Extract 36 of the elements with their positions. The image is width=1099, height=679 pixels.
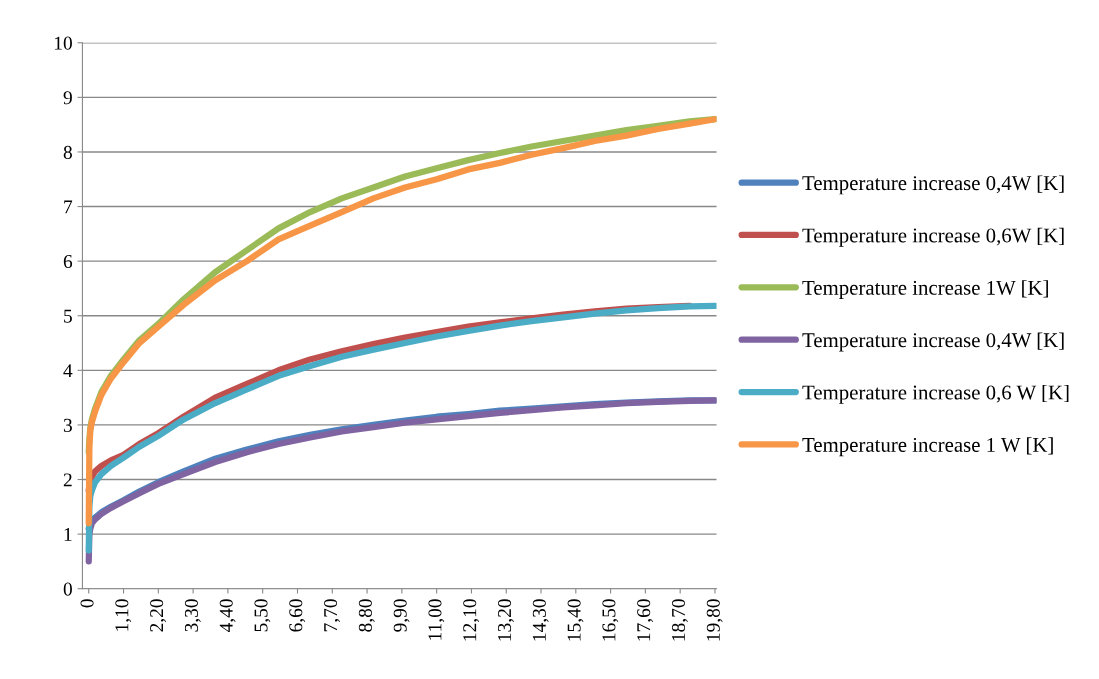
x-tick-label: 14,30 — [532, 599, 549, 641]
legend-label: Temperature increase 0,6W [K] — [802, 227, 1064, 247]
x-tick-label: 6,60 — [289, 599, 306, 632]
x-tick-label: 8,80 — [358, 599, 375, 632]
x-tick-label: 16,50 — [602, 599, 619, 641]
y-tick-label: 0 — [63, 582, 72, 596]
x-tick-label: 5,50 — [254, 599, 271, 632]
legend-label: Temperature increase 0,4W [K] — [802, 332, 1064, 352]
y-tick-label: 8 — [63, 145, 72, 159]
y-tick-label: 7 — [64, 200, 73, 214]
legend-label: Temperature increase 0,4W [K] — [802, 175, 1064, 195]
legend-label: Temperature increase 1W [K] — [802, 280, 1048, 300]
x-tick-label: 13,20 — [497, 599, 514, 641]
y-tick-label: 9 — [63, 91, 72, 105]
y-tick-label: 1 — [64, 528, 72, 541]
y-tick-label: 6 — [63, 255, 73, 269]
y-tick-label: 3 — [63, 418, 72, 432]
x-tick-label: 12,10 — [463, 599, 480, 641]
x-tick-label: 19,80 — [706, 599, 723, 641]
x-tick-label: 3,30 — [184, 599, 201, 632]
y-tick-label: 4 — [63, 364, 73, 378]
legend-label: Temperature increase 1 W [K] — [802, 437, 1053, 457]
x-tick-label: 17,60 — [637, 599, 654, 641]
x-tick-label: 7,70 — [324, 599, 340, 632]
x-tick-label: 11,00 — [428, 599, 445, 640]
x-tick-label: 15,40 — [567, 599, 584, 641]
x-tick-label: 1,10 — [115, 599, 132, 631]
legend-label: Temperature increase 0,6 W [K] — [802, 384, 1069, 404]
x-tick-label: 18,70 — [671, 599, 688, 641]
y-tick-label: 10 — [54, 36, 72, 50]
y-tick-label: 5 — [64, 309, 72, 323]
x-tick-label: 2,20 — [150, 599, 166, 632]
x-tick-label: 9,90 — [393, 599, 410, 632]
x-tick-label: 4,40 — [219, 599, 236, 633]
x-tick-label: 0 — [80, 599, 94, 608]
y-tick-label: 2 — [63, 473, 72, 487]
